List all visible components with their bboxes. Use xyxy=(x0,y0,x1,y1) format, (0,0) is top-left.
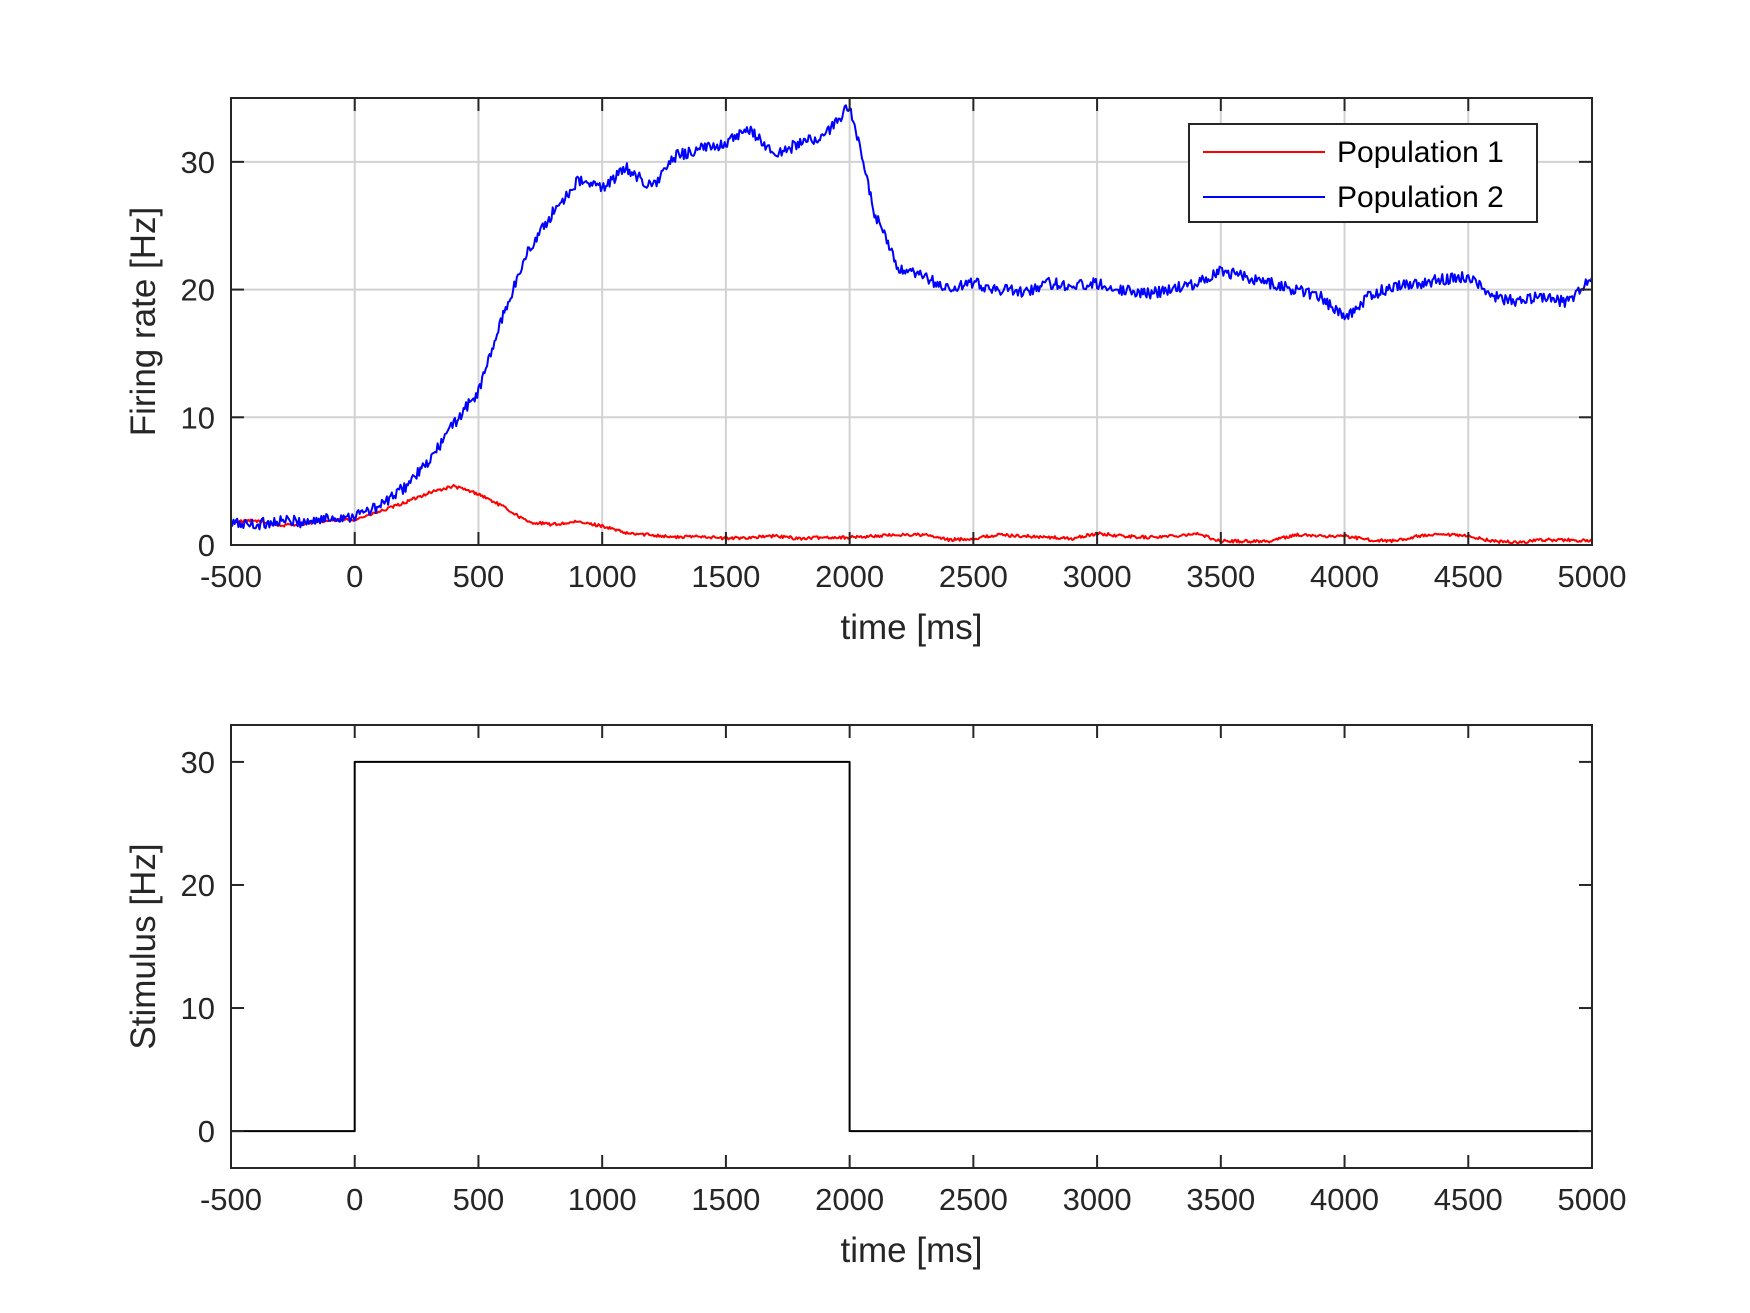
x-tick-label: 500 xyxy=(453,559,505,594)
legend: Population 1 Population 2 xyxy=(1188,123,1538,223)
y-tick-label: 10 xyxy=(181,991,215,1026)
x-tick-label: 1500 xyxy=(691,1182,760,1217)
legend-label: Population 1 xyxy=(1337,136,1504,169)
axes-box xyxy=(230,97,1593,546)
x-tick-label: 3500 xyxy=(1186,559,1255,594)
x-tick-label: -500 xyxy=(200,559,262,594)
x-tick-label: 3000 xyxy=(1063,559,1132,594)
y-tick-label: 0 xyxy=(198,528,215,563)
y-axis-label: Firing rate [Hz] xyxy=(124,207,163,437)
x-tick-label: 2000 xyxy=(815,559,884,594)
x-axis-label: time [ms] xyxy=(841,608,983,647)
series-line-population-2 xyxy=(230,104,1593,531)
x-tick-label: 4000 xyxy=(1310,1182,1379,1217)
x-tick-label: 2000 xyxy=(815,1182,884,1217)
x-tick-label: 3500 xyxy=(1186,1182,1255,1217)
series-line-population-1 xyxy=(230,483,1593,545)
y-axis-label: Stimulus [Hz] xyxy=(124,843,163,1049)
x-tick-label: -500 xyxy=(200,1182,262,1217)
x-tick-label: 2500 xyxy=(939,559,1008,594)
x-tick-label: 1000 xyxy=(568,1182,637,1217)
y-tick-label: 20 xyxy=(181,868,215,903)
firing-rate-panel: -500 0 500 1000 1500 2000 2500 3000 3500 4000 4500… xyxy=(124,97,1627,647)
x-tick-label: 500 xyxy=(453,1182,505,1217)
x-tick-label: 1000 xyxy=(568,559,637,594)
x-tick-label: 0 xyxy=(346,1182,363,1217)
x-axis-label: time [ms] xyxy=(841,1231,983,1270)
y-tick-label: 20 xyxy=(181,273,215,308)
y-tick-label: 0 xyxy=(198,1114,215,1149)
x-tick-label: 0 xyxy=(346,559,363,594)
y-tick-label: 10 xyxy=(181,400,215,435)
x-tick-label: 4000 xyxy=(1310,559,1379,594)
legend-box xyxy=(1188,123,1538,223)
x-tick-label: 1500 xyxy=(691,559,760,594)
x-tick-label: 4500 xyxy=(1434,559,1503,594)
y-tick-label: 30 xyxy=(181,745,215,780)
stimulus-line xyxy=(231,760,1592,1133)
x-tick-label: 5000 xyxy=(1558,1182,1627,1217)
legend-label: Population 2 xyxy=(1337,181,1504,214)
x-tick-label: 2500 xyxy=(939,1182,1008,1217)
y-tick-label: 30 xyxy=(181,145,215,180)
x-tick-label: 4500 xyxy=(1434,1182,1503,1217)
axes-box xyxy=(230,724,1593,1169)
x-tick-label: 3000 xyxy=(1063,1182,1132,1217)
stimulus-panel: -500 0 500 1000 1500 2000 2500 3000 3500 4000 4500… xyxy=(124,724,1627,1270)
x-tick-label: 5000 xyxy=(1558,559,1627,594)
